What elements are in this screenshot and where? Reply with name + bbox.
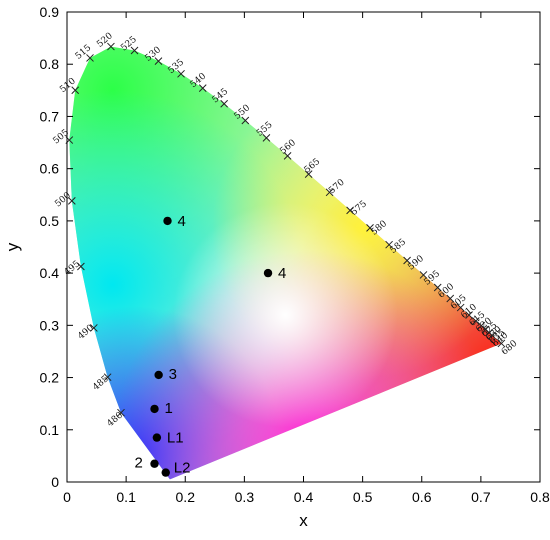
wavelength-label-565: 565: [303, 157, 323, 176]
wavelength-tick-530: [154, 57, 163, 65]
data-point-label-L2: L2: [174, 460, 191, 477]
x-tick-label: 0.6: [412, 489, 432, 505]
wavelength-tick-565: [304, 170, 313, 178]
data-point-3: [154, 370, 163, 380]
axes: 0 0.1 0.2 0.3 0.4 0.5 0.6 0.7 0.8 0 0.1 0.2 0.3 0.4 0.…: [3, 4, 550, 530]
wavelength-label-575: 575: [349, 199, 369, 218]
x-tick-label: 0.5: [353, 489, 373, 505]
x-tick-label: 0.8: [530, 489, 550, 505]
wavelength-tick-610: [456, 303, 465, 312]
y-tick-label: 0.2: [40, 370, 60, 386]
wavelength-tick-535: [177, 69, 185, 78]
wavelength-tick-515: [86, 54, 94, 62]
wavelength-tick-595: [419, 271, 428, 279]
y-axis-label: y: [3, 242, 22, 251]
wavelength-tick-680: [497, 339, 506, 348]
wavelength-tick-590: [403, 256, 411, 265]
y-tick-label: 0: [51, 474, 59, 490]
wavelength-tick-585: [385, 240, 393, 249]
chromaticity-gamut-fill: [69, 46, 502, 480]
data-point-L1: [152, 433, 162, 442]
data-point-label-1: 1: [165, 400, 173, 417]
data-point-label-3: 3: [169, 366, 177, 383]
data-point-4: [263, 268, 273, 278]
data-point-label-4: 4: [278, 265, 286, 282]
x-tick-label: 0: [63, 489, 71, 505]
wavelength-label-570: 570: [327, 177, 347, 196]
wavelength-tick-615: [465, 311, 473, 319]
x-tick-label: 0.3: [235, 489, 255, 505]
wavelength-tick-485: [103, 373, 112, 382]
wavelength-label-560: 560: [278, 138, 298, 157]
wavelength-tick-540: [198, 84, 207, 92]
data-points: 4 4 3 1 L1 2 L2: [135, 213, 286, 477]
y-tick-label: 0.5: [40, 213, 60, 229]
wavelength-tick-605: [446, 294, 455, 303]
y-tick-label: 0.9: [40, 4, 60, 20]
wavelength-label-580: 580: [370, 219, 390, 238]
wavelength-tick-575: [346, 206, 354, 215]
wavelength-tick-640: [488, 331, 496, 340]
wavelength-tick-570: [325, 188, 334, 197]
wavelength-tick-520: [107, 42, 115, 51]
wavelength-label-495: 495: [63, 259, 83, 278]
wavelength-label-490: 490: [76, 323, 96, 342]
x-tick-label: 0.1: [116, 489, 136, 505]
wavelength-tick-550: [241, 116, 250, 125]
wavelength-tick-490: [89, 324, 98, 332]
x-tick-label: 0.2: [176, 489, 196, 505]
data-point-L2: [161, 468, 170, 477]
data-point-2: [150, 459, 159, 468]
y-tick-label: 0.1: [40, 422, 60, 438]
wavelength-label-500: 500: [53, 191, 73, 210]
wavelength-tick-600: [433, 283, 442, 292]
data-point-1: [150, 404, 159, 414]
wavelength-tick-480: [117, 408, 125, 417]
data-point-4: [163, 216, 172, 226]
wavelength-tick-545: [220, 99, 229, 108]
x-tick-label: 0.7: [471, 489, 491, 505]
wavelength-tick-560: [283, 152, 292, 160]
data-point-label-L1: L1: [167, 430, 184, 447]
x-axis-label: x: [299, 511, 308, 530]
y-tick-label: 0.3: [40, 317, 60, 333]
wavelength-label-505: 505: [52, 128, 72, 147]
wavelength-tick-495: [77, 262, 85, 271]
y-tick-label: 0.4: [40, 265, 60, 281]
y-tick-label: 0.7: [40, 108, 60, 124]
wavelength-tick-555: [262, 134, 271, 142]
wavelength-tick-510: [71, 86, 80, 95]
wavelength-tick-580: [366, 224, 374, 232]
data-point-label-4: 4: [178, 213, 186, 230]
x-tick-label: 0.4: [294, 489, 314, 505]
wavelength-tick-500: [67, 196, 76, 205]
data-point-label-2: 2: [135, 455, 143, 472]
y-tick-label: 0.6: [40, 161, 60, 177]
wavelength-tick-525: [130, 46, 139, 55]
y-tick-label: 0.8: [40, 56, 60, 72]
